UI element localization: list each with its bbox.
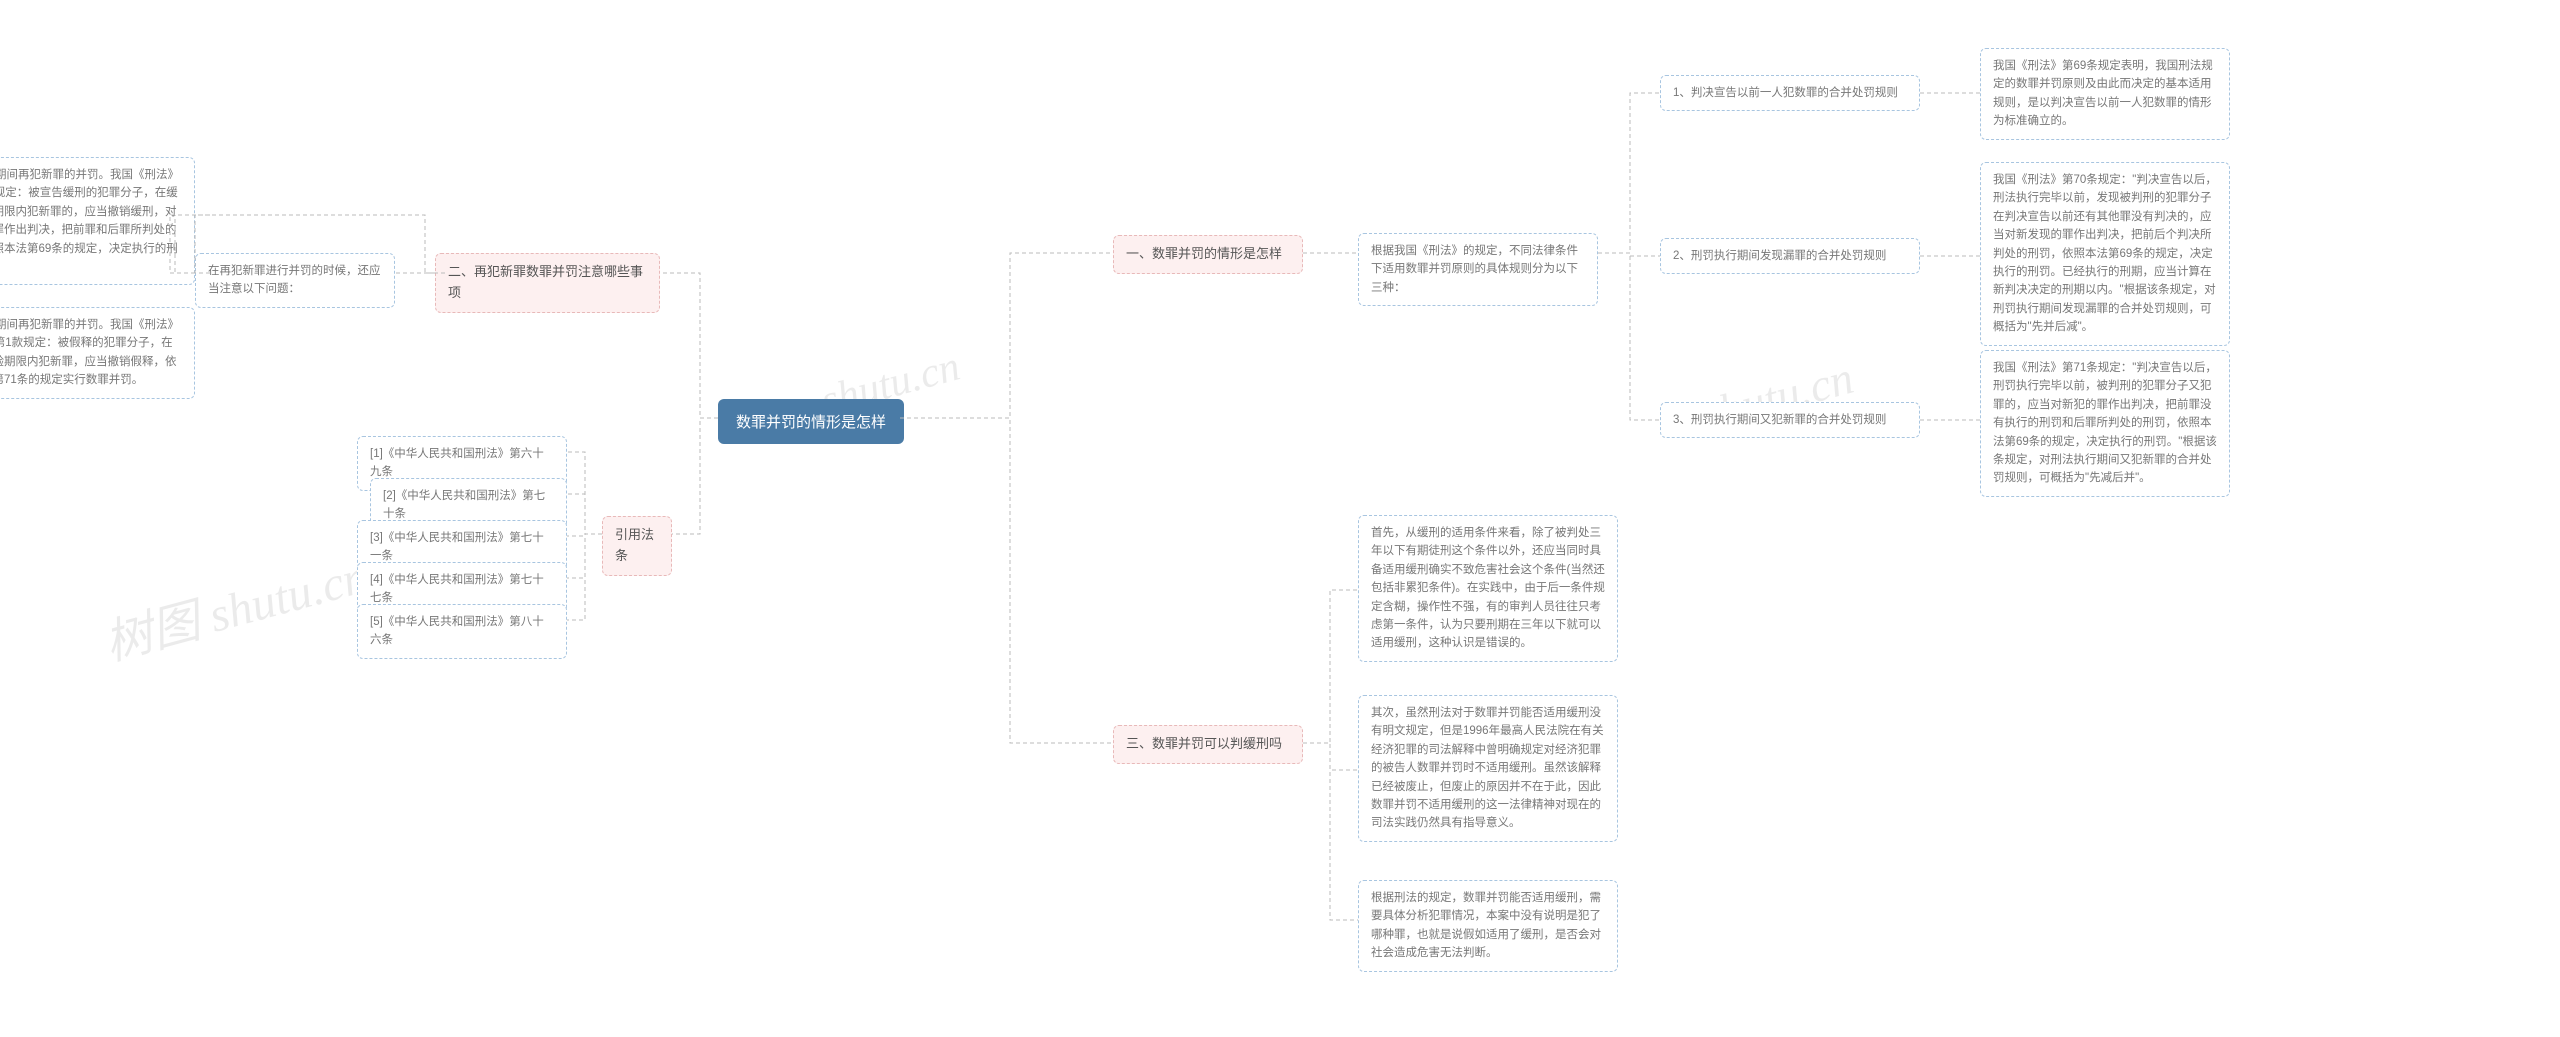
- s3-item1: 首先，从缓刑的适用条件来看，除了被判处三年以下有期徒刑这个条件以外，还应当同时具…: [1358, 515, 1618, 662]
- s1-item2-title: 2、刑罚执行期间发现漏罪的合并处罚规则: [1660, 238, 1920, 274]
- section-1: 一、数罪并罚的情形是怎样: [1113, 235, 1303, 274]
- s2-note: 在再犯新罪进行并罚的时候，还应当注意以下问题：: [195, 253, 395, 308]
- watermark: 树图 shutu.cn: [96, 536, 374, 673]
- s3-item3: 根据刑法的规定，数罪并罚能否适用缓刑，需要具体分析犯罪情况，本案中没有说明是犯了…: [1358, 880, 1618, 972]
- s1-item1-title: 1、判决宣告以前一人犯数罪的合并处罚规则: [1660, 75, 1920, 111]
- section-3: 三、数罪并罚可以判缓刑吗: [1113, 725, 1303, 764]
- s1-item2-body: 我国《刑法》第70条规定："判决宣告以后，刑法执行完毕以前，发现被判刑的犯罪分子…: [1980, 162, 2230, 346]
- s2-item1: (1)缓刑期间再犯新罪的并罚。我国《刑法》第77条规定：被宣告缓刑的犯罪分子，在…: [0, 157, 195, 285]
- s4-item5: [5]《中华人民共和国刑法》第八十六条: [357, 604, 567, 659]
- root-node: 数罪并罚的情形是怎样: [718, 399, 904, 444]
- s1-item1-body: 我国《刑法》第69条规定表明，我国刑法规定的数罪并罚原则及由此而决定的基本适用规…: [1980, 48, 2230, 140]
- s1-item3-body: 我国《刑法》第71条规定："判决宣告以后，刑罚执行完毕以前，被判刑的犯罪分子又犯…: [1980, 350, 2230, 497]
- s1-item3-title: 3、刑罚执行期间又犯新罪的合并处罚规则: [1660, 402, 1920, 438]
- s2-item2: (2)假释期间再犯新罪的并罚。我国《刑法》第86条第1款规定：被假释的犯罪分子，…: [0, 307, 195, 399]
- s3-item2: 其次，虽然刑法对于数罪并罚能否适用缓刑没有明文规定，但是1996年最高人民法院在…: [1358, 695, 1618, 842]
- section-2: 二、再犯新罪数罪并罚注意哪些事项: [435, 253, 660, 313]
- section-4: 引用法条: [602, 516, 672, 576]
- s1-note: 根据我国《刑法》的规定，不同法律条件下适用数罪并罚原则的具体规则分为以下三种：: [1358, 233, 1598, 306]
